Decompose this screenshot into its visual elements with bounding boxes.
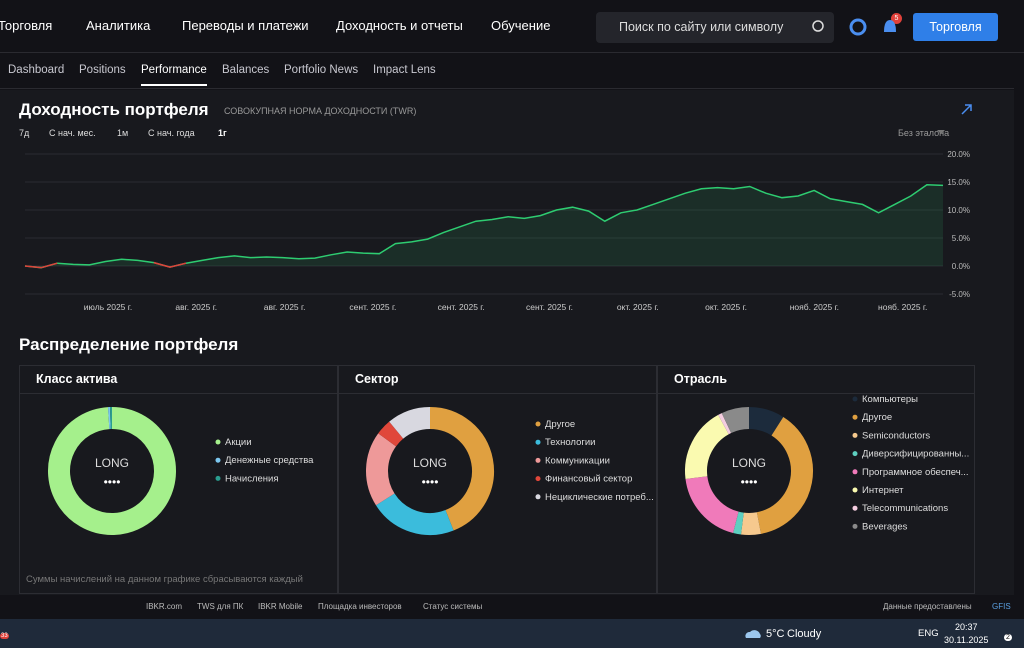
legend-label: Другое bbox=[862, 412, 892, 423]
legend-label: Акции bbox=[225, 437, 252, 448]
y-tick-label: 10.0% bbox=[947, 206, 970, 215]
legend-swatch bbox=[536, 440, 541, 445]
expand-icon[interactable] bbox=[962, 105, 971, 114]
y-tick-label: 0.0% bbox=[952, 262, 970, 271]
donut-center-mask: •••• bbox=[741, 475, 758, 489]
weather-icon bbox=[745, 630, 760, 638]
donut-center-label: LONG bbox=[732, 456, 766, 470]
legend-label: Интернет bbox=[862, 485, 904, 496]
x-tick-label: авг. 2025 г. bbox=[264, 302, 306, 312]
legend-label: Telecommunications bbox=[862, 503, 948, 514]
legend-label: Нециклические потреб... bbox=[545, 492, 654, 503]
y-tick-label: 20.0% bbox=[947, 150, 970, 159]
donut-center-mask: •••• bbox=[104, 475, 121, 489]
x-tick-label: окт. 2025 г. bbox=[617, 302, 659, 312]
legend-label: Коммуникации bbox=[545, 455, 610, 466]
legend-swatch bbox=[853, 415, 858, 420]
search-icon[interactable] bbox=[813, 21, 823, 31]
legend-swatch bbox=[536, 494, 541, 499]
legend-label: Компьютеры bbox=[862, 394, 918, 405]
donut-segment bbox=[749, 418, 777, 426]
legend-swatch bbox=[853, 433, 858, 438]
y-tick-label: -5.0% bbox=[949, 290, 970, 299]
legend-swatch bbox=[216, 440, 221, 445]
legend-label: Semiconductors bbox=[862, 430, 930, 441]
legend-label: Финансовый сектор bbox=[545, 474, 632, 485]
legend-swatch bbox=[216, 476, 221, 481]
donut-segment bbox=[736, 522, 743, 523]
x-tick-label: окт. 2025 г. bbox=[705, 302, 747, 312]
legend-swatch bbox=[853, 451, 858, 456]
legend-label: Beverages bbox=[862, 521, 908, 532]
donut-segment bbox=[696, 425, 723, 478]
legend-label: Технологии bbox=[545, 437, 595, 448]
legend-label: Диверсифицированны... bbox=[862, 449, 969, 460]
donut-segment bbox=[723, 423, 726, 425]
x-tick-label: нояб. 2025 г. bbox=[790, 302, 839, 312]
donut-center-label: LONG bbox=[413, 456, 447, 470]
dropdown-arrow bbox=[937, 130, 945, 134]
x-tick-label: сент. 2025 г. bbox=[349, 302, 396, 312]
legend-swatch bbox=[536, 422, 541, 427]
legend-label: Другое bbox=[545, 419, 575, 430]
area bbox=[25, 185, 943, 268]
x-tick-label: нояб. 2025 г. bbox=[878, 302, 927, 312]
donut-segment bbox=[759, 426, 802, 523]
donut-segment bbox=[385, 499, 449, 524]
legend-label: Программное обеспеч... bbox=[862, 467, 969, 478]
bell-icon[interactable] bbox=[884, 20, 896, 32]
donut-segment bbox=[59, 418, 165, 524]
y-tick-label: 15.0% bbox=[947, 178, 970, 187]
x-tick-label: сент. 2025 г. bbox=[526, 302, 573, 312]
legend-swatch bbox=[216, 458, 221, 463]
donut-segment bbox=[396, 418, 430, 430]
donut-center-mask: •••• bbox=[422, 475, 439, 489]
donut-segment bbox=[742, 523, 759, 524]
donut-segment bbox=[377, 440, 387, 500]
y-tick-label: 5.0% bbox=[952, 234, 970, 243]
legend-swatch bbox=[536, 458, 541, 463]
legend-swatch bbox=[853, 524, 858, 529]
x-tick-label: авг. 2025 г. bbox=[175, 302, 217, 312]
legend-swatch bbox=[853, 469, 858, 474]
legend-swatch bbox=[536, 476, 541, 481]
legend-swatch bbox=[853, 397, 858, 402]
donut-segment bbox=[696, 478, 735, 523]
account-icon[interactable] bbox=[851, 20, 865, 34]
donut-center-label: LONG bbox=[95, 456, 129, 470]
x-tick-label: сент. 2025 г. bbox=[438, 302, 485, 312]
legend-swatch bbox=[853, 506, 858, 511]
legend-label: Денежные средства bbox=[225, 455, 314, 466]
legend-label: Начисления bbox=[225, 473, 278, 484]
x-tick-label: июль 2025 г. bbox=[84, 302, 132, 312]
donut-segment bbox=[726, 418, 749, 423]
legend-swatch bbox=[853, 488, 858, 493]
donut-segment bbox=[387, 430, 396, 440]
